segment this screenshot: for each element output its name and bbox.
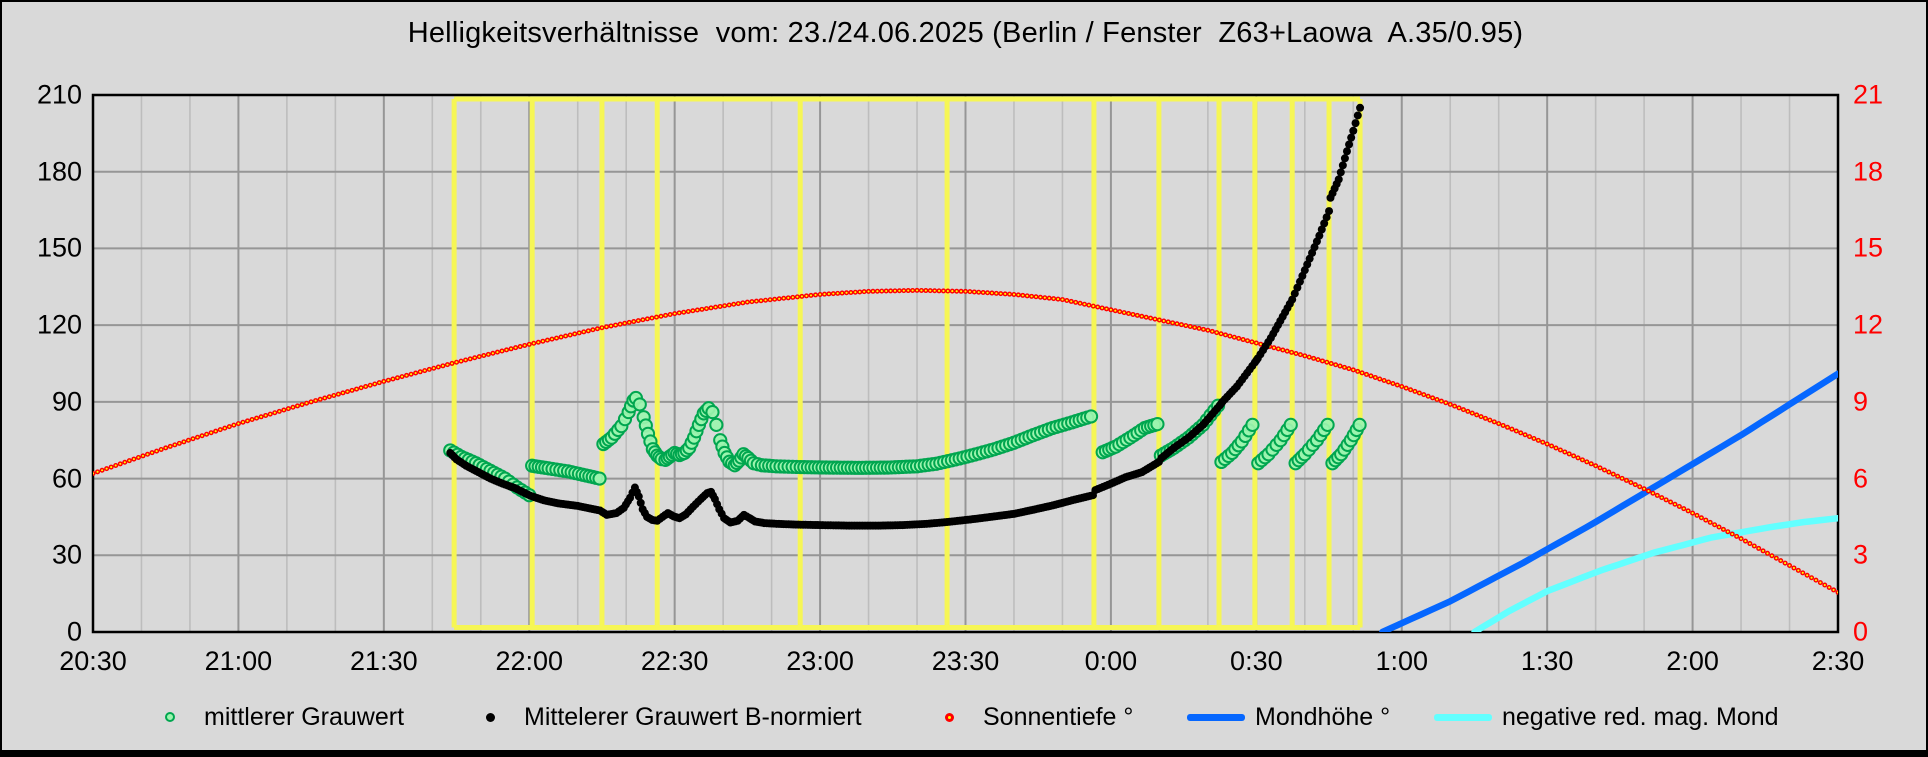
legend-item-mond-mag: negative red. mag. Mond: [1434, 700, 1779, 734]
legend-item-sonnentiefe: Sonnentiefe °: [939, 700, 1133, 734]
x-tick-label: 23:30: [931, 646, 1000, 676]
legend-item-mondhoehe: Mondhöhe °: [1187, 700, 1390, 734]
y-right-tick-label: 9: [1853, 386, 1869, 417]
x-tick-label: 22:00: [495, 646, 564, 676]
y-right-tick-label: 6: [1853, 463, 1869, 494]
series-grauwert_norm: [446, 103, 1365, 530]
legend-label: Mondhöhe °: [1255, 702, 1391, 731]
series-grauwert: [443, 390, 1367, 503]
exposure-markers: [451, 96, 1363, 630]
y-left-tick-label: 120: [36, 309, 82, 340]
y-left-tick-label: 30: [51, 539, 82, 570]
series-mond_mag: [1471, 514, 1838, 632]
legend-label: negative red. mag. Mond: [1502, 702, 1779, 731]
x-tick-label: 21:30: [350, 646, 418, 676]
y-left-tick-label: 0: [66, 616, 82, 647]
y-right-tick-label: 15: [1853, 232, 1884, 263]
y-left-tick-label: 60: [51, 463, 82, 494]
series-layer: [93, 103, 1838, 632]
x-tick-label: 23:00: [786, 646, 854, 676]
legend-item-grauwert: mittlerer Grauwert: [160, 700, 404, 734]
x-tick-label: 22:30: [640, 646, 709, 676]
legend-label: Mittelerer Grauwert B-normiert: [524, 702, 862, 731]
red-dot-marker-icon: [944, 712, 954, 722]
legend-label: mittlerer Grauwert: [204, 702, 405, 731]
y-left-tick-label: 180: [36, 156, 82, 187]
legend-label: Sonnentiefe °: [983, 702, 1134, 731]
x-tick-label: 0:00: [1084, 646, 1138, 676]
y-right-tick-label: 3: [1853, 539, 1869, 570]
series-sonnentiefe: [93, 287, 1838, 595]
y-right-tick-label: 18: [1853, 156, 1884, 187]
series-mondhoehe: [1379, 370, 1838, 632]
legend: mittlerer Grauwert Mittelerer Grauwert B…: [2, 700, 1926, 734]
x-tick-label: 20:30: [59, 646, 127, 676]
x-tick-label: 2:30: [1811, 646, 1865, 676]
y-left-tick-label: 90: [51, 386, 82, 417]
green-circle-marker-icon: [165, 712, 175, 722]
x-tick-label: 21:00: [204, 646, 273, 676]
cyan-line-marker-icon: [1434, 713, 1492, 721]
y-left-tick-label: 150: [36, 232, 82, 263]
y-right-tick-label: 12: [1853, 309, 1884, 340]
chart-title: Helligkeitsverhältnisse vom: 23./24.06.2…: [407, 17, 1524, 49]
legend-item-grauwert-norm: Mittelerer Grauwert B-normiert: [480, 700, 862, 734]
x-tick-label: 0:30: [1230, 646, 1283, 676]
x-tick-label: 2:00: [1666, 646, 1719, 676]
y-right-tick-label: 0: [1853, 616, 1869, 647]
y-right-tick-label: 21: [1853, 79, 1884, 110]
blue-line-marker-icon: [1187, 713, 1245, 721]
black-dot-marker-icon: [485, 712, 495, 722]
x-tick-label: 1:00: [1375, 646, 1429, 676]
x-tick-label: 1:30: [1520, 646, 1574, 676]
y-left-tick-label: 210: [36, 79, 82, 110]
